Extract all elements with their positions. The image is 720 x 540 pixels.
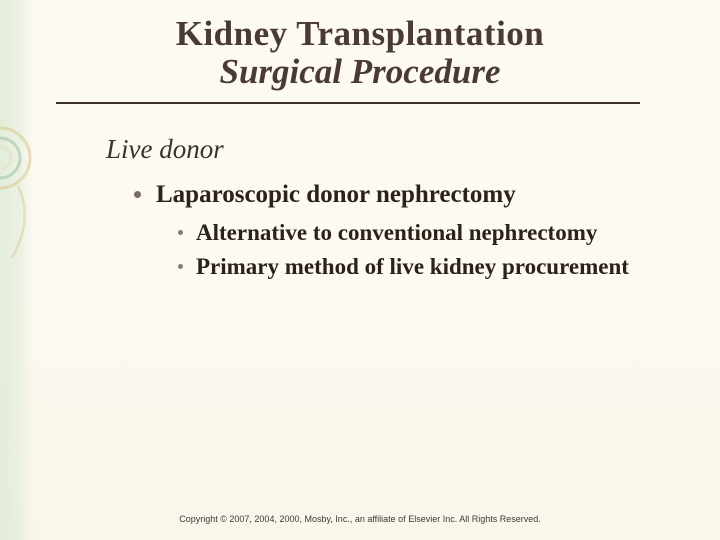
sub-bullet-item: Alternative to conventional nephrectomy (176, 218, 666, 248)
title-underline (56, 102, 640, 104)
bullet-list-level1: Laparoscopic donor nephrectomy Alternati… (130, 179, 666, 282)
title-line-2: Surgical Procedure (0, 52, 720, 92)
slide: Kidney Transplantation Surgical Procedur… (0, 0, 720, 540)
copyright-footer: Copyright © 2007, 2004, 2000, Mosby, Inc… (0, 514, 720, 524)
sub-bullet-item: Primary method of live kidney procuremen… (176, 252, 666, 282)
bullet-item: Laparoscopic donor nephrectomy Alternati… (130, 179, 666, 282)
title-block: Kidney Transplantation Surgical Procedur… (0, 14, 720, 92)
sub-bullet-text: Primary method of live kidney procuremen… (196, 254, 629, 279)
section-heading: Live donor (106, 134, 666, 165)
title-line-1: Kidney Transplantation (0, 14, 720, 54)
sub-bullet-text: Alternative to conventional nephrectomy (196, 220, 597, 245)
bullet-list-level2: Alternative to conventional nephrectomy … (176, 218, 666, 282)
bullet-text: Laparoscopic donor nephrectomy (156, 181, 516, 208)
content-section: Live donor Laparoscopic donor nephrectom… (106, 134, 666, 286)
